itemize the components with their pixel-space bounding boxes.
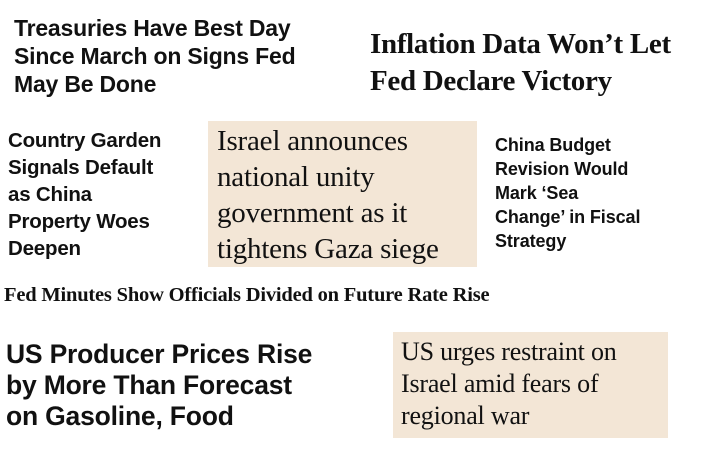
headline-treasuries[interactable]: Treasuries Have Best Day Since March on … [14, 15, 296, 97]
headline-israel-unity-government[interactable]: Israel announces national unity governme… [208, 121, 477, 267]
headline-inflation-data[interactable]: Inflation Data Won’t Let Fed Declare Vic… [370, 28, 671, 97]
headline-us-urges-restraint[interactable]: US urges restraint on Israel amid fears … [393, 332, 668, 438]
headline-us-producer-prices[interactable]: US Producer Prices Rise by More Than For… [6, 339, 313, 431]
headline-china-budget[interactable]: China Budget Revision Would Mark ‘Sea Ch… [495, 135, 641, 251]
headline-country-garden[interactable]: Country Garden Signals Default as China … [8, 129, 162, 260]
headline-fed-minutes[interactable]: Fed Minutes Show Officials Divided on Fu… [4, 284, 490, 306]
